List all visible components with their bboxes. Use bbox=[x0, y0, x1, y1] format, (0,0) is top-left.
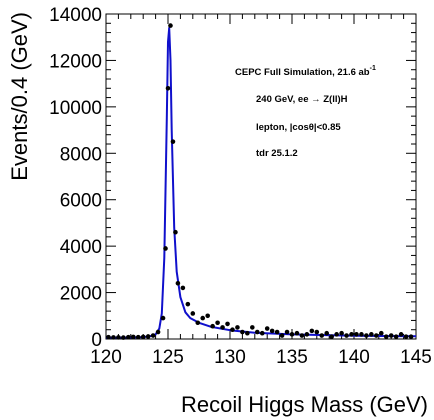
data-point bbox=[245, 330, 250, 336]
data-point bbox=[319, 333, 325, 338]
y-tick-label: 6000 bbox=[60, 191, 102, 212]
data-point bbox=[130, 334, 136, 340]
data-point bbox=[230, 327, 235, 333]
data-point bbox=[393, 334, 399, 339]
annotation-line-3: lepton, |cosθ|<0.85 bbox=[256, 122, 341, 133]
data-point bbox=[339, 330, 344, 336]
y-tick-label: 4000 bbox=[60, 237, 102, 258]
data-point bbox=[408, 334, 414, 339]
data-point bbox=[254, 329, 260, 335]
x-axis-title: Recoil Higgs Mass (GeV) bbox=[181, 392, 428, 417]
data-point bbox=[168, 23, 173, 28]
y-tick-label: 0 bbox=[91, 330, 102, 351]
data-point bbox=[324, 330, 330, 336]
data-series bbox=[106, 23, 414, 340]
data-point bbox=[220, 325, 225, 330]
data-point bbox=[369, 332, 374, 337]
data-point bbox=[111, 335, 116, 340]
data-point bbox=[259, 330, 265, 336]
y-tick-label: 10000 bbox=[49, 98, 102, 119]
data-point bbox=[121, 335, 126, 340]
data-point bbox=[160, 315, 166, 321]
data-point bbox=[173, 229, 178, 235]
data-point bbox=[294, 330, 300, 336]
data-point bbox=[289, 332, 295, 337]
data-point bbox=[116, 335, 121, 340]
y-ticks: 0 2000 4000 6000 8000 10000 12000 14000 bbox=[49, 5, 416, 351]
data-point bbox=[314, 329, 320, 335]
data-point bbox=[170, 139, 176, 144]
fit-curve bbox=[106, 26, 417, 339]
data-point bbox=[250, 325, 255, 330]
data-point bbox=[349, 332, 354, 337]
data-point bbox=[398, 332, 404, 337]
y-axis-title: Events/0.4 (GeV) bbox=[7, 12, 32, 181]
x-tick-label: 140 bbox=[338, 347, 370, 368]
data-point bbox=[210, 323, 215, 329]
data-point bbox=[403, 334, 409, 339]
data-point bbox=[383, 334, 389, 339]
data-point bbox=[135, 334, 141, 340]
fit-series bbox=[106, 26, 417, 339]
data-point bbox=[354, 332, 359, 337]
data-point bbox=[359, 332, 364, 337]
x-ticks: 120 125 130 135 140 145 bbox=[90, 14, 432, 368]
data-point bbox=[240, 329, 245, 335]
data-point bbox=[155, 329, 161, 335]
data-point bbox=[165, 85, 171, 91]
data-point bbox=[175, 280, 181, 286]
data-point bbox=[205, 313, 210, 319]
x-tick-label: 130 bbox=[214, 347, 246, 368]
data-point bbox=[334, 332, 339, 337]
y-tick-label: 14000 bbox=[49, 5, 102, 26]
plot-frame bbox=[105, 13, 417, 340]
data-point bbox=[388, 333, 394, 338]
data-point bbox=[284, 329, 290, 335]
data-point bbox=[163, 246, 168, 251]
data-point bbox=[140, 334, 146, 340]
data-point bbox=[185, 301, 191, 307]
y-tick-label: 8000 bbox=[60, 144, 102, 165]
data-point bbox=[150, 333, 156, 338]
annotation-line-1: CEPC Full Simulation, 21.6 ab-1 bbox=[235, 65, 376, 78]
data-point bbox=[304, 332, 310, 337]
data-point bbox=[364, 333, 369, 338]
data-point bbox=[329, 334, 334, 339]
data-point bbox=[145, 334, 151, 339]
data-point bbox=[279, 333, 285, 338]
y-tick-label: 2000 bbox=[60, 284, 102, 305]
data-point bbox=[378, 330, 384, 336]
x-tick-label: 125 bbox=[152, 347, 184, 368]
annotation-line-2: 240 GeV, ee → Z(ll)H bbox=[256, 94, 348, 105]
x-tick-label: 145 bbox=[400, 347, 432, 368]
x-tick-label: 120 bbox=[90, 347, 122, 368]
x-tick-label: 135 bbox=[276, 347, 308, 368]
data-point bbox=[299, 333, 305, 338]
annotation-line-4: tdr 25.1.2 bbox=[256, 148, 298, 159]
data-point bbox=[106, 334, 111, 340]
data-point bbox=[274, 329, 280, 335]
data-point bbox=[264, 326, 270, 331]
data-point bbox=[126, 334, 131, 340]
data-point bbox=[309, 328, 315, 334]
data-point bbox=[269, 328, 275, 334]
data-point bbox=[235, 325, 240, 330]
data-point bbox=[344, 333, 349, 338]
data-point bbox=[374, 333, 379, 338]
data-point bbox=[195, 320, 201, 326]
y-tick-label: 12000 bbox=[49, 51, 102, 72]
data-point bbox=[215, 320, 220, 326]
data-point bbox=[200, 315, 206, 321]
data-point bbox=[180, 285, 186, 291]
data-point bbox=[190, 311, 196, 316]
data-point bbox=[225, 321, 230, 327]
